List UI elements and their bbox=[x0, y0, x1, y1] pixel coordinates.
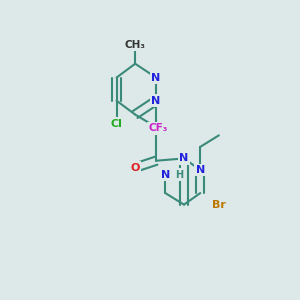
Text: N: N bbox=[179, 153, 189, 164]
Text: CF₃: CF₃ bbox=[149, 123, 168, 134]
Text: Cl: Cl bbox=[111, 119, 122, 129]
Text: H: H bbox=[175, 169, 183, 180]
Text: Br: Br bbox=[212, 200, 226, 210]
Text: N: N bbox=[152, 73, 161, 82]
Text: N: N bbox=[152, 96, 161, 106]
Text: CH₃: CH₃ bbox=[124, 40, 146, 50]
Text: O: O bbox=[130, 163, 140, 173]
Text: N: N bbox=[196, 165, 205, 175]
Text: N: N bbox=[161, 169, 170, 180]
